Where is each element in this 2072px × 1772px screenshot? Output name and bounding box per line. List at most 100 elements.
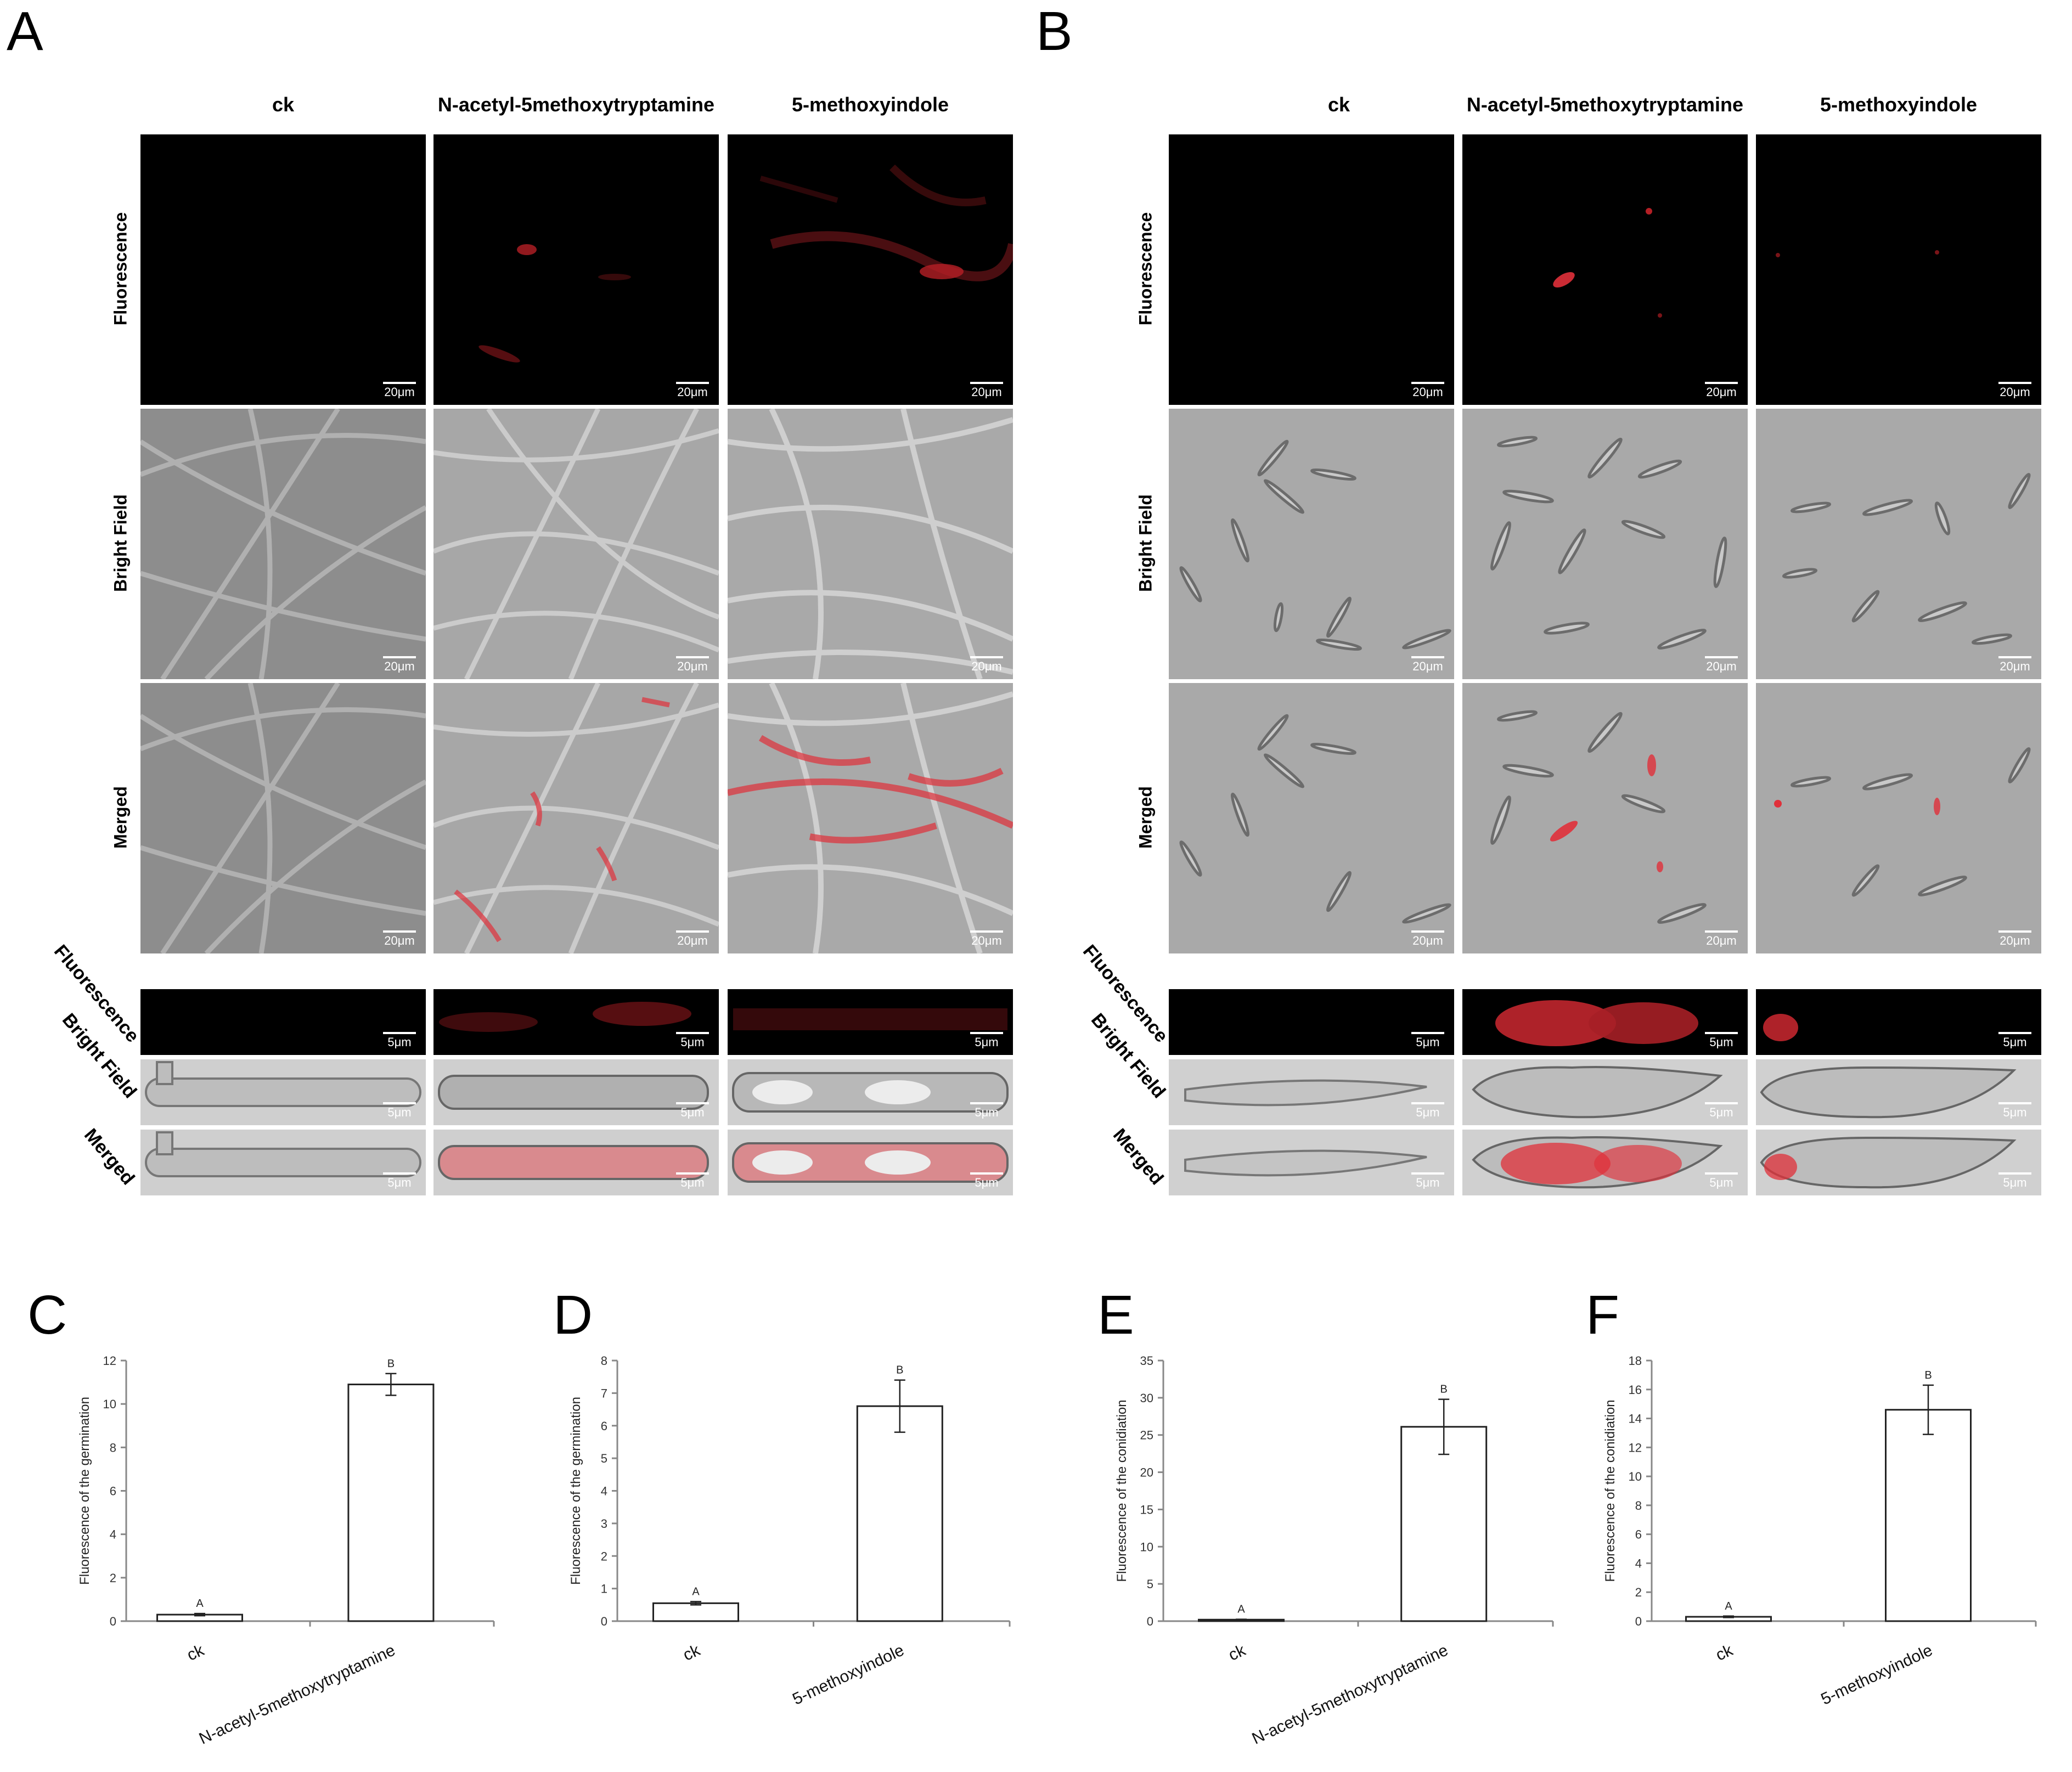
panel-a-row-merged: Merged — [110, 786, 131, 849]
conidium-graphic — [1472, 1136, 1723, 1189]
y-tick-label: 12 — [103, 1354, 116, 1368]
hyphae-graphic — [728, 409, 1013, 679]
micrograph-a-merged-acetyl: 20μm — [433, 683, 719, 953]
scale-bar: 5μm — [383, 1032, 416, 1049]
y-tick-label: 10 — [103, 1397, 116, 1411]
micrograph-b-fluo-ck: 20μm — [1169, 134, 1454, 405]
hypha-graphic — [438, 1145, 709, 1180]
panel-b-small-row-fluorescence: Fluorescence — [1078, 941, 1172, 1047]
strip-b-bf-methoxyindole: 5μm — [1756, 1059, 2041, 1125]
scale-bar: 20μm — [1411, 656, 1444, 674]
bar — [1885, 1409, 1972, 1622]
scale-bar: 5μm — [970, 1032, 1003, 1049]
significance-letter: A — [196, 1598, 204, 1610]
strip-a-bf-acetyl: 5μm — [433, 1059, 719, 1125]
panel-a-small-row-fluorescence: Fluorescence — [49, 941, 143, 1047]
red-signal-graphic — [759, 165, 1013, 281]
strip-b-fluo-acetyl: 5μm — [1462, 989, 1748, 1055]
scale-bar: 5μm — [676, 1102, 709, 1120]
significance-letter: B — [896, 1364, 903, 1376]
scale-bar: 20μm — [676, 656, 709, 674]
significance-letter: B — [1924, 1369, 1932, 1381]
y-tick-label: 25 — [1140, 1429, 1153, 1442]
strip-b-bf-ck: 5μm — [1169, 1059, 1454, 1125]
panel-b-col-methoxyindole: 5-methoxyindole — [1820, 93, 1978, 116]
panel-a-col-methoxyindole: 5-methoxyindole — [791, 93, 949, 116]
scale-bar: 5μm — [676, 1032, 709, 1049]
scale-bar: 5μm — [1705, 1102, 1738, 1120]
y-tick-label: 5 — [601, 1452, 607, 1465]
red-signal-graphic — [478, 244, 631, 363]
micrograph-a-merged-methoxyindole: 20μm — [728, 683, 1013, 953]
scale-bar: 5μm — [1705, 1032, 1738, 1049]
panel-b-row-bright-field: Bright Field — [1135, 494, 1156, 592]
scale-bar: 20μm — [1705, 656, 1738, 674]
hyphae-graphic — [433, 409, 719, 679]
y-tick-label: 1 — [601, 1582, 607, 1596]
scale-bar: 20μm — [1411, 382, 1444, 399]
bar — [1400, 1426, 1488, 1622]
scale-bar: 20μm — [1998, 930, 2031, 948]
x-tick-label: N-acetyl-5methoxytryptamine — [1249, 1641, 1451, 1748]
scale-bar: 20μm — [1998, 382, 2031, 399]
micrograph-b-merged-acetyl: 20μm — [1462, 683, 1748, 953]
bar — [652, 1602, 739, 1622]
bar — [856, 1405, 943, 1622]
hypha-graphic — [438, 1075, 709, 1110]
conidia-graphic — [1179, 439, 1451, 651]
x-tick-label: N-acetyl-5methoxytryptamine — [196, 1641, 398, 1748]
y-tick-label: 8 — [1635, 1499, 1642, 1513]
scale-bar: 5μm — [383, 1172, 416, 1190]
panel-a-col-acetyl: N-acetyl-5methoxytryptamine — [437, 93, 715, 116]
panel-b-col-acetyl: N-acetyl-5methoxytryptamine — [1466, 93, 1744, 116]
micrograph-a-merged-ck: 20μm — [140, 683, 426, 953]
conidia-graphic — [1490, 436, 1727, 650]
hyphae-graphic — [140, 409, 426, 679]
conidia-graphic — [1782, 473, 2031, 645]
red-signal-graphic — [439, 1002, 691, 1032]
scale-bar: 5μm — [970, 1172, 1003, 1190]
scale-bar: 5μm — [383, 1102, 416, 1120]
y-tick-label: 2 — [110, 1571, 116, 1585]
y-tick-label: 12 — [1629, 1441, 1642, 1454]
strip-b-merged-acetyl: 5μm — [1462, 1130, 1748, 1195]
y-axis-label: Fluorescence of the germination — [568, 1397, 583, 1585]
y-tick-label: 14 — [1629, 1412, 1642, 1426]
red-signal-graphic — [733, 1008, 1007, 1030]
y-tick-label: 6 — [1635, 1528, 1642, 1542]
y-axis-label: Fluorescence of the conidiation — [1114, 1399, 1129, 1582]
conidium-graphic — [1472, 1066, 1723, 1119]
conidium-graphic — [1760, 1066, 2017, 1119]
bar — [347, 1384, 435, 1622]
y-tick-label: 7 — [601, 1386, 607, 1400]
scale-bar: 5μm — [1998, 1102, 2031, 1120]
red-signal-graphic — [1763, 1014, 1798, 1041]
chart-d: 0 1 2 3 4 5 6 7 8 Fluorescence of the germination… — [568, 1354, 1011, 1708]
micrograph-a-bf-ck: 20μm — [140, 409, 426, 679]
panel-letter-f: F — [1586, 1284, 1620, 1346]
scale-bar: 5μm — [1998, 1172, 2031, 1190]
micrograph-b-bf-ck: 20μm — [1169, 409, 1454, 679]
y-tick-label: 8 — [601, 1354, 607, 1368]
micrograph-b-merged-ck: 20μm — [1169, 683, 1454, 953]
strip-a-fluo-ck: 5μm — [140, 989, 426, 1055]
significance-letter: A — [1237, 1604, 1245, 1616]
strip-b-fluo-methoxyindole: 5μm — [1756, 989, 2041, 1055]
strip-b-fluo-ck: 5μm — [1169, 989, 1454, 1055]
panel-a-row-bright-field: Bright Field — [110, 494, 131, 592]
scale-bar: 5μm — [970, 1102, 1003, 1120]
micrograph-b-fluo-acetyl: 20μm — [1462, 134, 1748, 405]
panel-b-row-fluorescence: Fluorescence — [1135, 212, 1156, 326]
x-tick-label: 5-methoxyindole — [1818, 1641, 1935, 1708]
x-tick-label: ck — [1226, 1641, 1249, 1664]
hypha-graphic — [145, 1131, 421, 1177]
conidia-graphic — [1490, 710, 1707, 924]
panel-letter-b: B — [1036, 1, 1073, 62]
panel-a-small-row-merged: Merged — [80, 1125, 139, 1189]
micrograph-b-fluo-methoxyindole: 20μm — [1756, 134, 2041, 405]
y-tick-label: 15 — [1140, 1503, 1153, 1516]
strip-a-merged-acetyl: 5μm — [433, 1130, 719, 1195]
y-axis-label: Fluorescence of the germination — [77, 1397, 92, 1585]
red-signal-graphic — [1776, 250, 1939, 257]
red-signal-graphic — [1553, 208, 1662, 318]
